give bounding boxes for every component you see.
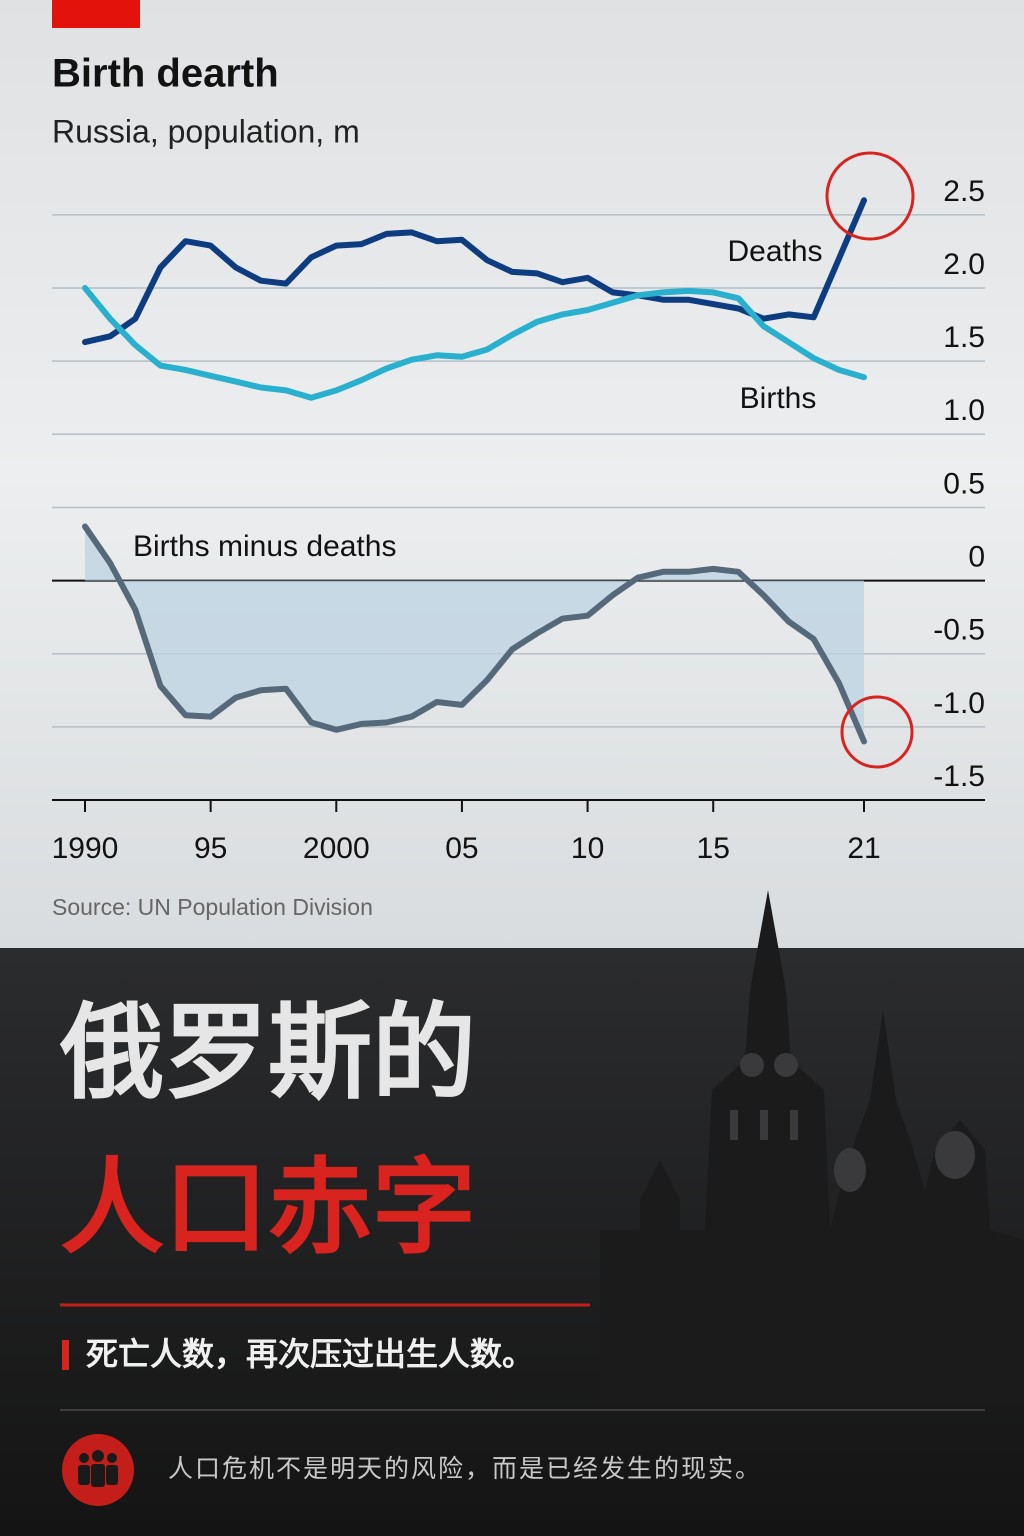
- x-tick-label: 10: [571, 832, 604, 865]
- red-tag: [52, 0, 140, 28]
- series-line: [82, 197, 867, 346]
- source: Source: UN Population Division: [52, 894, 373, 920]
- x-tick-label: 1990: [52, 832, 119, 865]
- chart-background: [0, 0, 1024, 948]
- kremlin-details: [730, 1053, 975, 1192]
- chart-title: Birth dearth: [52, 52, 279, 96]
- kremlin-silhouette: [600, 890, 1024, 1400]
- series-label: Births: [740, 382, 817, 415]
- y-tick-label: -0.5: [933, 614, 985, 647]
- y-tick-label: 1.0: [943, 394, 985, 427]
- y-tick-label: -1.5: [933, 760, 985, 793]
- y-tick-label: 2.5: [943, 175, 985, 208]
- x-tick-label: 05: [445, 832, 478, 865]
- y-tick-label: 0: [968, 541, 985, 574]
- series-label: Births minus deaths: [133, 530, 396, 563]
- x-tick-label: 15: [697, 832, 730, 865]
- y-tick-label: 0.5: [943, 467, 985, 500]
- people-icon: [78, 1450, 118, 1487]
- y-tick-label: -1.0: [933, 687, 985, 720]
- footer-text: 人口危机不是明天的风险，而是已经发生的现实。: [168, 1454, 762, 1483]
- y-tick-label: 1.5: [943, 321, 985, 354]
- x-tick-label: 21: [847, 832, 880, 865]
- headline-white: 俄罗斯的: [59, 991, 476, 1113]
- series-line: [82, 285, 867, 401]
- highlight-circle: [825, 151, 915, 241]
- subline-marker: [62, 1340, 69, 1370]
- plot: 2.5 2.0 1.5 1.0 0.5 0 -0.5 -1.0 -1.5 1990 95 2000 05…: [52, 151, 985, 865]
- x-tick-label: 95: [194, 832, 227, 865]
- headline-red: 人口赤字: [60, 1146, 476, 1268]
- subline: 死亡人数，再次压过出生人数。: [86, 1335, 534, 1373]
- chart-subtitle: Russia, population, m: [52, 113, 360, 149]
- series-line: [82, 523, 867, 745]
- y-tick-label: 2.0: [943, 248, 985, 281]
- highlight-circle: [840, 695, 914, 769]
- x-tick-label: 2000: [303, 832, 370, 865]
- series-label: Deaths: [727, 235, 822, 268]
